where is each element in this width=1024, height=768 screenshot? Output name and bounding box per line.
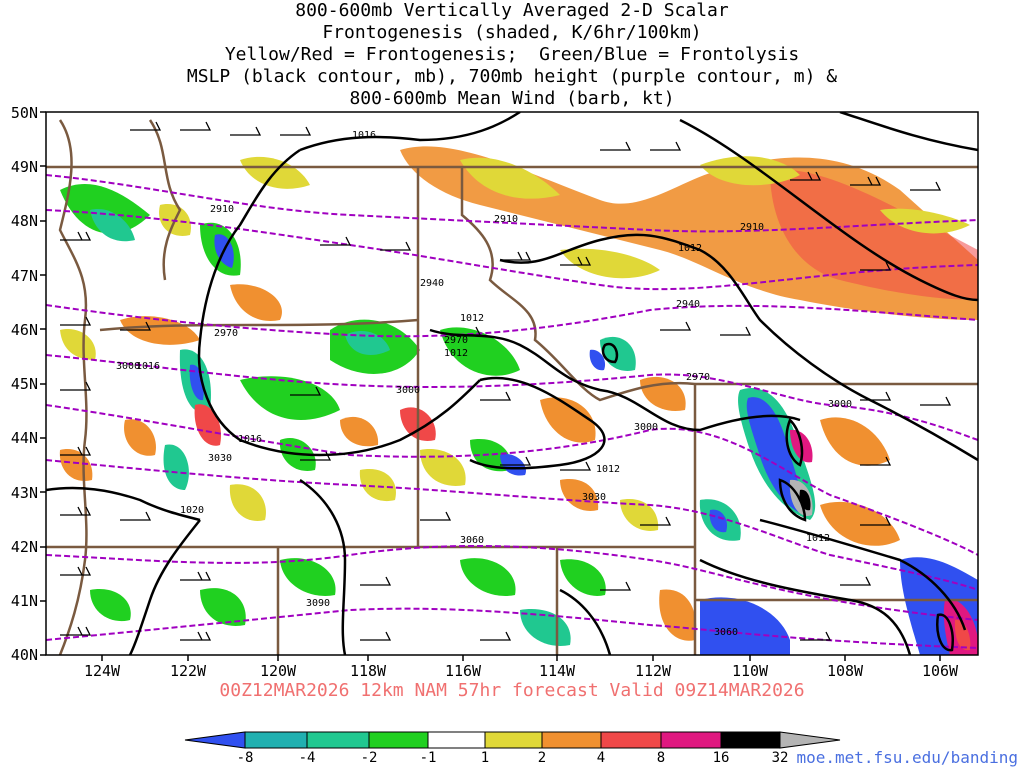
mslp-label: 1012 bbox=[678, 243, 702, 254]
lat-label: 47N bbox=[11, 267, 38, 285]
height-label: 3000 bbox=[634, 422, 658, 433]
lon-label: 112W bbox=[635, 662, 672, 680]
colorbar-label: 32 bbox=[772, 750, 789, 766]
height-label: 2910 bbox=[494, 214, 518, 225]
colorbar-label: 16 bbox=[713, 750, 730, 766]
height-label: 2970 bbox=[686, 372, 710, 383]
height-label: 2940 bbox=[676, 299, 700, 310]
lon-label: 122W bbox=[170, 662, 207, 680]
height-label: 3060 bbox=[714, 627, 738, 638]
latitude-axis: 50N 49N 48N 47N 46N 45N 44N 43N 42N 41N … bbox=[11, 104, 38, 664]
height-label: 2910 bbox=[740, 222, 764, 233]
lat-label: 50N bbox=[11, 104, 38, 122]
colorbar-label: 4 bbox=[597, 750, 605, 766]
mslp-label: 1012 bbox=[444, 348, 468, 359]
height-label: 2910 bbox=[210, 204, 234, 215]
colorbar-swatch bbox=[427, 731, 486, 749]
colorbar-label: 8 bbox=[657, 750, 665, 766]
height-label: 3000 bbox=[396, 385, 420, 396]
mslp-label: 1020 bbox=[180, 505, 204, 516]
state-borders bbox=[46, 119, 978, 655]
lat-label: 42N bbox=[11, 538, 38, 556]
lat-label: 45N bbox=[11, 375, 38, 393]
longitude-ticks bbox=[101, 655, 941, 661]
lon-label: 116W bbox=[445, 662, 482, 680]
colorbar bbox=[184, 731, 841, 749]
longitude-axis: 124W 122W 120W 118W 116W 114W 112W 110W … bbox=[84, 662, 959, 680]
mslp-label: 1016 bbox=[238, 434, 262, 445]
height-label: 2970 bbox=[444, 335, 468, 346]
colorbar-swatch bbox=[779, 731, 841, 749]
lon-label: 106W bbox=[922, 662, 959, 680]
height-label: 3000 bbox=[116, 361, 140, 372]
mslp-contours bbox=[46, 112, 978, 655]
lat-label: 43N bbox=[11, 484, 38, 502]
colorbar-swatch bbox=[184, 731, 246, 749]
lat-label: 49N bbox=[11, 158, 38, 176]
colorbar-swatch bbox=[660, 731, 722, 749]
lon-label: 118W bbox=[350, 662, 387, 680]
colorbar-label: 2 bbox=[538, 750, 546, 766]
colorbar-label: -4 bbox=[299, 750, 316, 766]
colorbar-swatch bbox=[484, 731, 543, 749]
lat-label: 48N bbox=[11, 212, 38, 230]
colorbar-labels: -8 -4 -2 -1 1 2 4 8 16 32 bbox=[237, 750, 789, 766]
lat-label: 44N bbox=[11, 429, 38, 447]
source-credit-link[interactable]: moe.met.fsu.edu/banding bbox=[796, 748, 1018, 767]
height-label: 2940 bbox=[420, 278, 444, 289]
latitude-ticks bbox=[40, 111, 46, 656]
lon-label: 120W bbox=[260, 662, 297, 680]
lon-label: 110W bbox=[732, 662, 769, 680]
title-line-3: Yellow/Red = Frontogenesis; Green/Blue =… bbox=[224, 44, 800, 65]
colorbar-swatch bbox=[244, 731, 308, 749]
title-line-1: 800-600mb Vertically Averaged 2-D Scalar bbox=[295, 0, 729, 21]
mslp-label: 1012 bbox=[460, 313, 484, 324]
lat-label: 41N bbox=[11, 592, 38, 610]
lat-label: 40N bbox=[11, 646, 38, 664]
height-label: 3000 bbox=[828, 399, 852, 410]
mslp-label: 1016 bbox=[136, 361, 160, 372]
height-label: 3030 bbox=[582, 492, 606, 503]
map-title-block: 800-600mb Vertically Averaged 2-D Scalar… bbox=[0, 0, 1024, 110]
title-line-4: MSLP (black contour, mb), 700mb height (… bbox=[186, 66, 838, 87]
colorbar-label: -1 bbox=[420, 750, 437, 766]
map-plot-area: 1016 1012 1012 1012 1016 1020 1016 1012 … bbox=[46, 112, 978, 655]
colorbar-label: -2 bbox=[361, 750, 378, 766]
lat-label: 46N bbox=[11, 321, 38, 339]
mslp-label: 1012 bbox=[806, 533, 830, 544]
title-line-2: Frontogenesis (shaded, K/6hr/100km) bbox=[322, 22, 702, 43]
forecast-valid-label: 00Z12MAR2026 12km NAM 57hr forecast Vali… bbox=[219, 680, 805, 701]
height-label: 2970 bbox=[214, 328, 238, 339]
height-label: 3030 bbox=[208, 453, 232, 464]
lon-label: 108W bbox=[827, 662, 864, 680]
title-line-5: 800-600mb Mean Wind (barb, kt) bbox=[349, 88, 675, 109]
lon-label: 114W bbox=[539, 662, 576, 680]
colorbar-label: -8 bbox=[237, 750, 254, 766]
colorbar-swatch bbox=[541, 731, 602, 749]
wind-barbs bbox=[60, 121, 952, 641]
mslp-label: 1012 bbox=[596, 464, 620, 475]
mslp-label: 1016 bbox=[352, 130, 376, 141]
colorbar-label: 1 bbox=[481, 750, 489, 766]
colorbar-swatch bbox=[600, 731, 662, 749]
height-label: 3090 bbox=[306, 598, 330, 609]
colorbar-swatch bbox=[720, 731, 781, 749]
height-label: 3060 bbox=[460, 535, 484, 546]
colorbar-swatch bbox=[368, 731, 429, 749]
lon-label: 124W bbox=[84, 662, 121, 680]
colorbar-swatch bbox=[306, 731, 370, 749]
